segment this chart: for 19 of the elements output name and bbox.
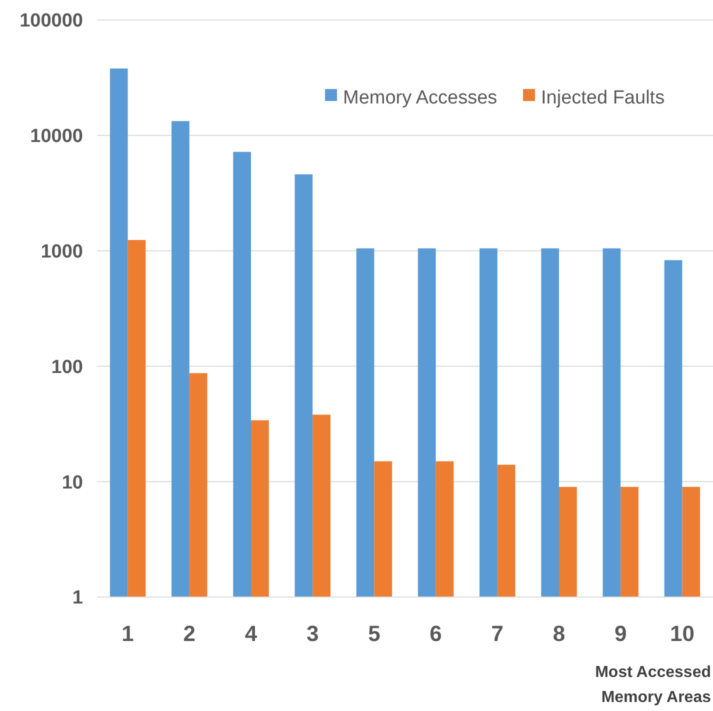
- x-tick-label: 9: [614, 621, 627, 646]
- x-tick-label: 5: [368, 621, 380, 646]
- legend-label: Memory Accesses: [343, 88, 498, 109]
- x-tick-label: 1: [122, 621, 134, 646]
- y-tick-label: 10000: [30, 126, 83, 148]
- legend-label: Injected Faults: [541, 88, 665, 109]
- x-tick-label: 2: [183, 621, 196, 646]
- x-tick-label: 4: [244, 621, 258, 646]
- x-tick-label: 10: [670, 621, 694, 646]
- x-tick-label: 6: [430, 621, 442, 646]
- y-tick-label: 100: [51, 356, 83, 378]
- x-axis-title: Most Accessed Memory Areas: [595, 664, 712, 706]
- y-tick-label: 1000: [40, 241, 83, 262]
- y-tick-label: 1: [72, 588, 84, 609]
- x-tick-label: 3: [306, 621, 319, 646]
- y-tick-label: 10: [62, 472, 83, 494]
- x-tick-label: 7: [491, 621, 504, 646]
- x-tick-label: 8: [552, 621, 566, 646]
- y-tick-label: 100000: [20, 10, 83, 32]
